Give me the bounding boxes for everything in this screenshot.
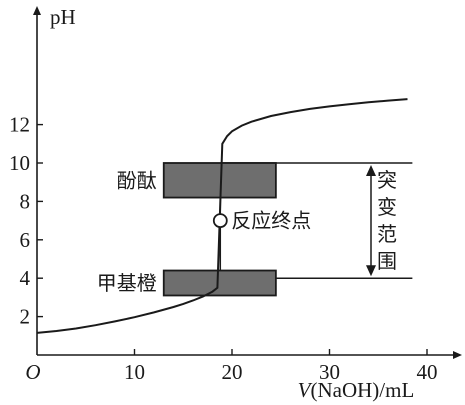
y-tick-label: 2	[20, 305, 31, 329]
x-axis-title: V(NaOH)/mL	[298, 378, 415, 402]
x-tick-label: 20	[222, 360, 243, 384]
jump-range-label-char: 围	[377, 249, 397, 273]
origin-label: O	[25, 360, 40, 384]
y-tick-label: 8	[20, 189, 31, 213]
jump-range-label-char: 突	[377, 168, 397, 192]
y-tick-label: 10	[9, 151, 30, 175]
jump-range-label-char: 变	[377, 195, 397, 219]
x-tick-label: 30	[319, 360, 340, 384]
x-tick-label: 10	[124, 360, 145, 384]
x-axis-title-variable: V	[298, 378, 313, 402]
axes	[33, 6, 462, 359]
equivalence-point-marker	[212, 213, 228, 229]
jump-range-label-char: 范	[377, 222, 397, 246]
equivalence-point-label: 反应终点	[231, 209, 311, 233]
y-tick-label: 4	[20, 266, 31, 290]
x-ticks: 10 20 30 40	[124, 349, 438, 384]
indicator-label: 甲基橙	[97, 271, 157, 295]
jump-range-arrow-down	[366, 265, 376, 277]
indicator-label: 酚酞	[117, 168, 157, 192]
x-tick-label: 40	[417, 360, 438, 384]
y-tick-label: 6	[20, 228, 31, 252]
indicator-range-band	[162, 269, 277, 297]
y-tick-label: 12	[9, 113, 30, 137]
y-ticks: 2 4 6 8 10 12	[9, 113, 43, 329]
x-axis-title-rest: (NaOH)/mL	[311, 378, 415, 402]
jump-range-arrow-up	[366, 165, 376, 176]
y-axis-title: pH	[50, 5, 76, 29]
